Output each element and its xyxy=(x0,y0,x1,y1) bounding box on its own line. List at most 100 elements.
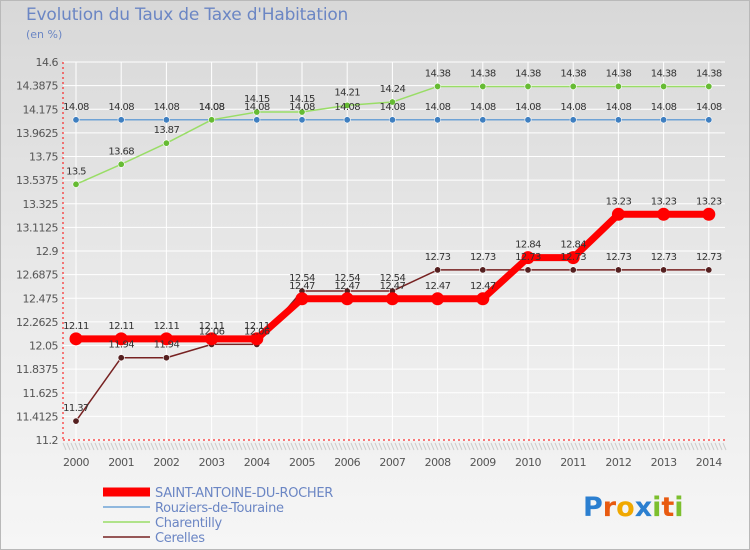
data-label: 12.54 xyxy=(289,273,315,284)
data-point xyxy=(117,116,125,124)
data-point xyxy=(524,266,532,274)
data-label: 14.08 xyxy=(199,102,225,113)
x-axis-hatch xyxy=(582,442,587,451)
x-tick-label: 2011 xyxy=(560,456,586,469)
x-axis-hatch xyxy=(170,442,175,451)
x-axis-hatch xyxy=(134,442,139,451)
x-axis-hatch xyxy=(654,442,659,451)
x-axis-hatch xyxy=(522,442,527,451)
x-axis-hatch xyxy=(622,442,627,451)
x-axis-hatch xyxy=(570,442,575,451)
x-axis-hatch xyxy=(230,442,235,451)
x-axis-hatch xyxy=(498,442,503,451)
y-tick-label: 13.325 xyxy=(23,198,59,211)
x-axis-hatch xyxy=(270,442,275,451)
data-point xyxy=(705,116,713,124)
x-axis-hatch xyxy=(562,442,567,451)
data-point xyxy=(521,251,535,265)
data-point xyxy=(611,207,625,221)
x-axis-hatch xyxy=(278,442,283,451)
data-point xyxy=(72,116,80,124)
y-tick-label: 12.05 xyxy=(29,340,58,353)
data-point xyxy=(702,207,716,221)
data-label: 11.94 xyxy=(154,340,180,351)
x-axis-hatch xyxy=(450,442,455,451)
x-axis-hatch xyxy=(442,442,447,451)
x-axis-hatch xyxy=(126,442,131,451)
data-point xyxy=(476,292,490,306)
x-axis-hatch xyxy=(198,442,203,451)
y-tick-label: 13.9625 xyxy=(16,127,58,140)
x-axis-hatch xyxy=(118,442,123,451)
data-label: 14.38 xyxy=(606,68,632,79)
data-label: 12.47 xyxy=(334,281,360,292)
y-tick-label: 11.8375 xyxy=(16,363,58,376)
x-tick-label: 2006 xyxy=(334,456,360,469)
x-axis-hatch xyxy=(714,442,719,451)
x-axis-hatch xyxy=(178,442,183,451)
data-point xyxy=(72,417,80,425)
x-tick-label: 2000 xyxy=(63,456,89,469)
x-axis-hatch xyxy=(282,442,287,451)
logo-letter: t xyxy=(661,492,674,523)
data-point xyxy=(524,116,532,124)
x-axis-hatch xyxy=(426,442,431,451)
data-point xyxy=(250,332,264,346)
x-axis-hatch xyxy=(406,442,411,451)
x-axis-hatch xyxy=(646,442,651,451)
series-lines xyxy=(69,82,716,425)
x-axis-hatch xyxy=(694,442,699,451)
x-axis-hatch xyxy=(398,442,403,451)
data-label: 14.08 xyxy=(606,102,632,113)
x-axis-hatch xyxy=(238,442,243,451)
x-axis-hatch xyxy=(302,442,307,451)
data-label: 12.54 xyxy=(380,273,406,284)
y-tick-label: 14.3875 xyxy=(16,80,58,93)
x-axis-hatch xyxy=(330,442,335,451)
x-axis-hatch xyxy=(114,442,119,451)
data-label: 12.73 xyxy=(560,252,586,263)
x-axis-hatch xyxy=(482,442,487,451)
data-point xyxy=(434,266,442,274)
x-axis-hatch xyxy=(106,442,111,451)
data-point xyxy=(208,116,216,124)
x-tick-label: 2007 xyxy=(379,456,405,469)
x-axis-hatch xyxy=(490,442,495,451)
x-axis-hatch xyxy=(342,442,347,451)
x-tick-label: 2004 xyxy=(244,456,270,469)
data-label: 14.38 xyxy=(425,68,451,79)
x-axis-hatch xyxy=(226,442,231,451)
x-axis-hatch xyxy=(642,442,647,451)
x-axis-hatch xyxy=(130,442,135,451)
x-axis-hatch xyxy=(290,442,295,451)
x-axis-hatch xyxy=(370,442,375,451)
data-point xyxy=(253,108,261,116)
data-point xyxy=(657,207,671,221)
x-axis-hatch xyxy=(314,442,319,451)
logo-letter: o xyxy=(616,492,635,523)
x-axis-hatch xyxy=(402,442,407,451)
x-axis-hatch xyxy=(74,442,79,451)
data-point xyxy=(479,116,487,124)
data-point xyxy=(162,354,170,362)
data-label: 13.23 xyxy=(651,196,677,207)
x-axis-hatch xyxy=(518,442,523,451)
x-axis-hatch xyxy=(546,442,551,451)
data-point xyxy=(566,251,580,265)
logo-letter: P xyxy=(583,492,603,523)
data-label: 12.11 xyxy=(63,321,89,332)
x-axis-hatch xyxy=(86,442,91,451)
y-tick-label: 11.4125 xyxy=(16,410,58,423)
data-label: 12.73 xyxy=(606,252,632,263)
data-point xyxy=(431,292,445,306)
data-label: 14.08 xyxy=(696,102,722,113)
x-axis-hatch xyxy=(474,442,479,451)
x-axis-hatch xyxy=(242,442,247,451)
data-label: 14.08 xyxy=(425,102,451,113)
axes xyxy=(62,62,727,451)
data-point xyxy=(660,266,668,274)
x-axis-hatch xyxy=(386,442,391,451)
x-axis-hatch xyxy=(214,442,219,451)
x-axis-hatch xyxy=(358,442,363,451)
